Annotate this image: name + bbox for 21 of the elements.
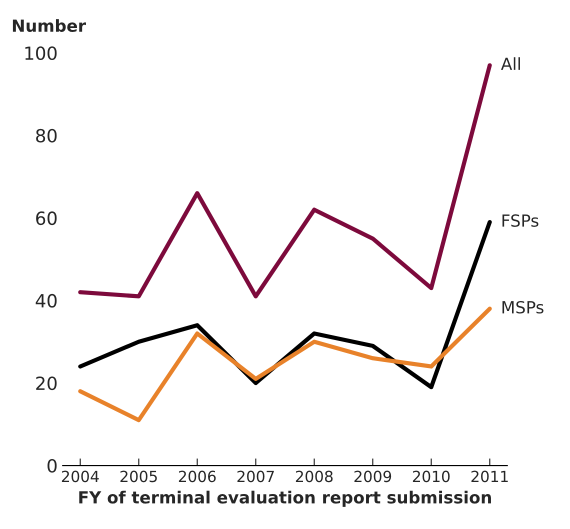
series-label: FSPs [502, 214, 538, 227]
x-tick-label: 2005 [120, 470, 157, 482]
line-series [78, 63, 492, 298]
x-tick-label: 2004 [62, 470, 99, 482]
y-tick-label: 0 [48, 458, 57, 473]
x-tick-label: 2010 [412, 470, 450, 482]
line-series [78, 306, 492, 422]
series-label: All [500, 57, 520, 70]
x-tick-label: 2011 [471, 470, 508, 482]
y-tick-label: 40 [36, 294, 57, 308]
x-tick-label: 2008 [296, 470, 333, 482]
y-tick-label: 80 [36, 128, 57, 143]
y-tick-label: 100 [25, 46, 57, 60]
x-tick-label: 2006 [178, 470, 216, 482]
y-tick-label: 60 [36, 211, 57, 226]
x-tick-label: 2009 [354, 470, 392, 482]
series-label: MSPs [502, 300, 544, 314]
x-axis-title: FY of terminal evaluation report submission [79, 490, 491, 507]
y-tick-label: 20 [36, 376, 57, 390]
x-tick-label: 2007 [237, 470, 274, 482]
y-axis-title: Number [12, 19, 86, 32]
